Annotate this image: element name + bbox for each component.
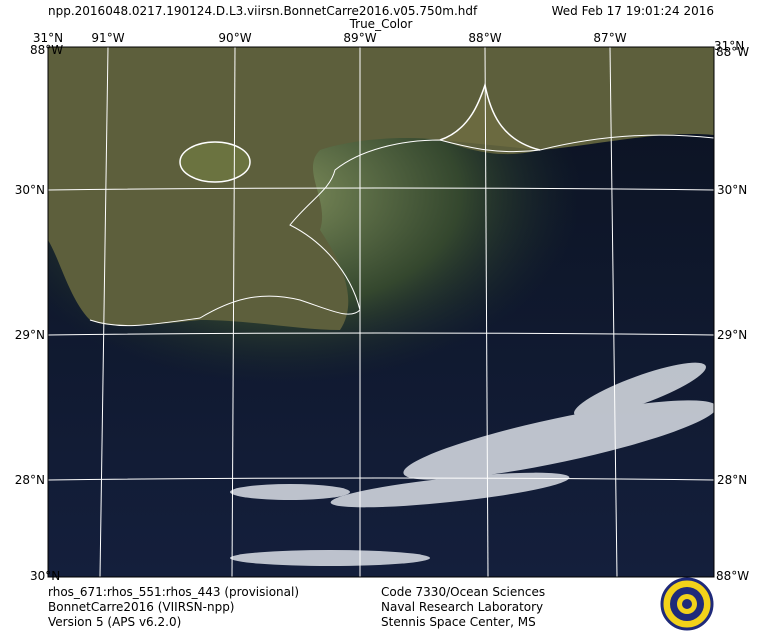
graticule [48, 47, 714, 577]
lat-label: 29°N [15, 328, 45, 342]
map-frame [47, 46, 715, 578]
lat-label: 29°N [717, 328, 747, 342]
footer-text: Code 7330/Ocean Sciences [381, 585, 545, 599]
lon-label: 88°W [468, 31, 501, 45]
footer-text: Stennis Space Center, MS [381, 615, 536, 629]
map-image [48, 47, 714, 577]
footer-text: BonnetCarre2016 (VIIRSN-npp) [48, 600, 235, 614]
file-name: npp.2016048.0217.190124.D.L3.viirsn.Bonn… [48, 4, 478, 18]
footer-text: Version 5 (APS v6.2.0) [48, 615, 181, 629]
corner-label: 31°N [714, 39, 744, 53]
corner-label: 31°N [33, 31, 63, 45]
product-name: True_Color [349, 17, 413, 31]
nrl-logo [660, 577, 714, 631]
lat-label: 30°N [15, 183, 45, 197]
lat-label: 28°N [717, 473, 747, 487]
footer-text: rhos_671:rhos_551:rhos_443 (provisional) [48, 585, 299, 599]
footer-text: Naval Research Laboratory [381, 600, 543, 614]
corner-label: 88°W [30, 43, 63, 57]
lon-label: 89°W [343, 31, 376, 45]
lat-label: 28°N [15, 473, 45, 487]
corner-label: 88°W [716, 45, 749, 59]
lon-label: 90°W [218, 31, 251, 45]
lon-label: 91°W [91, 31, 124, 45]
corner-label: 30°N [30, 569, 60, 583]
lon-label: 87°W [593, 31, 626, 45]
corner-label: 88°W [716, 569, 749, 583]
lat-label: 30°N [717, 183, 747, 197]
date-time: Wed Feb 17 19:01:24 2016 [552, 4, 714, 18]
